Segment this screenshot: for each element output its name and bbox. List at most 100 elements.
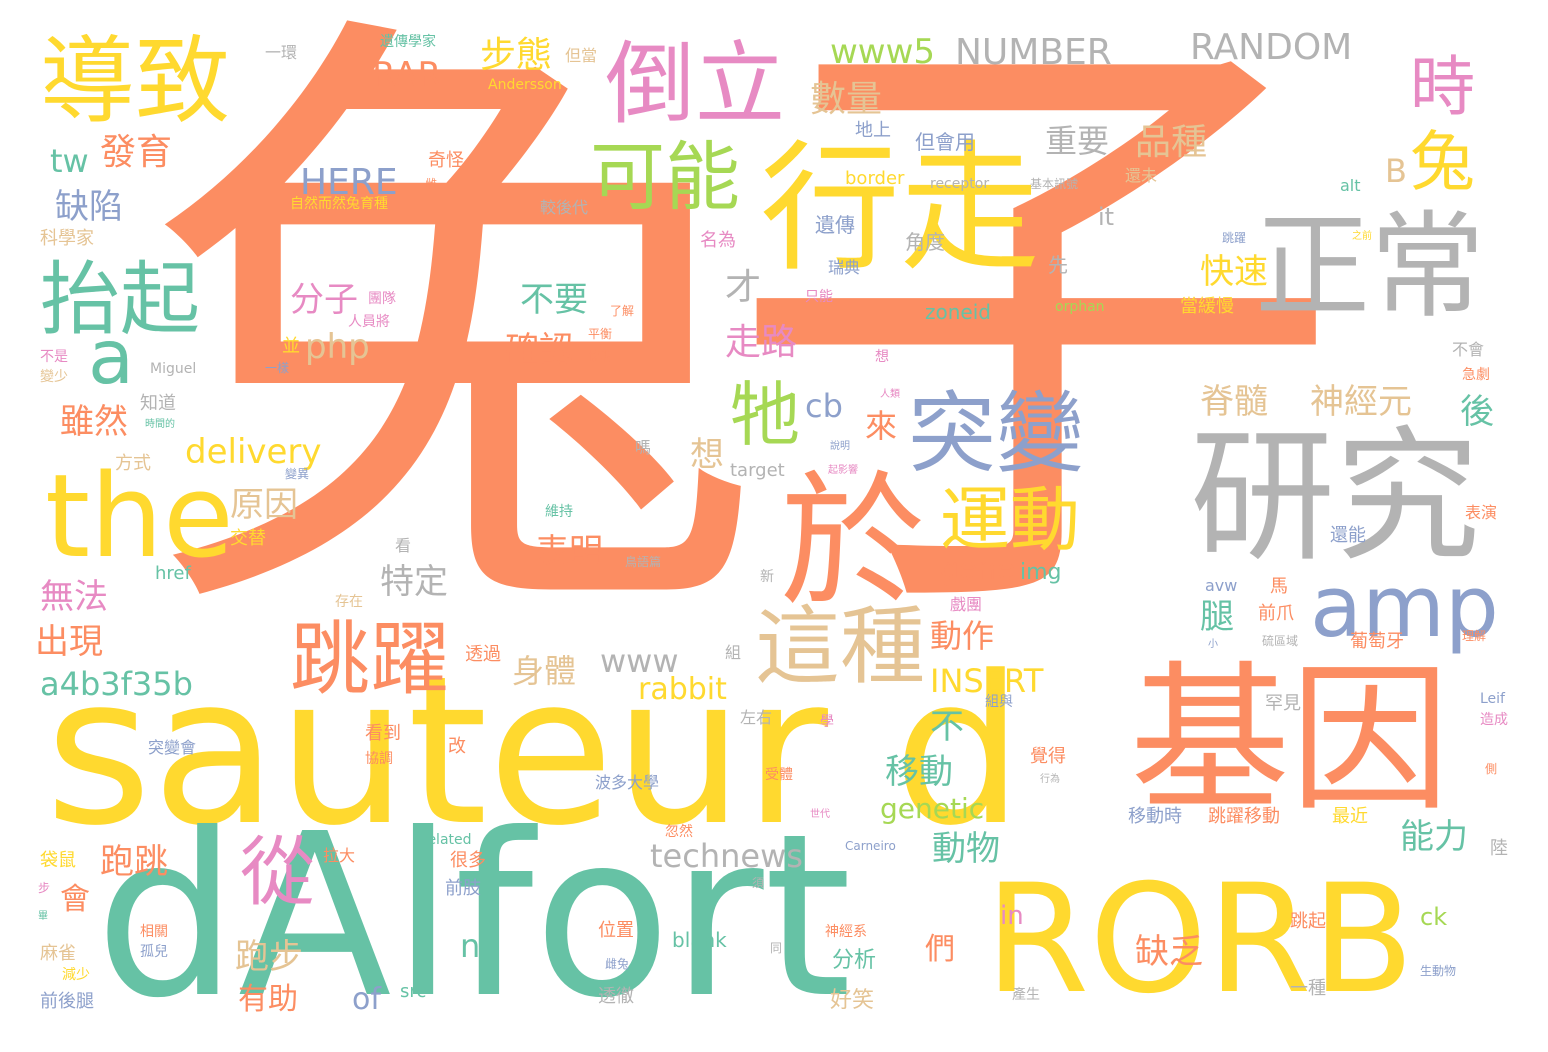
word-amp: amp: [1310, 558, 1499, 657]
word-molecule: 分子: [290, 280, 358, 320]
word-person: 人類: [880, 389, 900, 400]
word-sudden: 急劇: [1462, 367, 1490, 383]
word-important: 重要: [1045, 122, 1110, 160]
word-time: 時: [1410, 50, 1476, 125]
word-portugal: 葡萄牙: [1350, 631, 1404, 652]
word-when-slow: 當緩慢: [1180, 296, 1234, 317]
word-come: 來: [865, 407, 898, 445]
word-rar: RAR: [372, 55, 442, 95]
word-leif: Leif: [1480, 691, 1505, 707]
word-it-en: it: [1098, 203, 1115, 231]
word-in: in: [1000, 901, 1024, 931]
word-a-kind: 一種: [1290, 978, 1326, 999]
word-genetic: genetic: [880, 792, 985, 825]
word-group: 組: [725, 643, 742, 662]
word-rabbit-main: 兔子: [145, 0, 1345, 690]
word-here: HERE: [300, 162, 398, 203]
word-effect-area: 起影響: [828, 465, 858, 476]
word-move-when: 移動時: [1128, 806, 1182, 827]
word-rethink: 想: [875, 349, 889, 365]
word-border: border: [845, 168, 905, 189]
word-generation: 世代: [810, 809, 830, 820]
word-from: 從: [240, 828, 316, 916]
word-will: 會: [60, 882, 90, 917]
word-female-rabbit: 雌兔: [605, 957, 630, 971]
word-bear: 受體: [765, 767, 793, 783]
word-alfort: dAlfort: [95, 786, 852, 1048]
word-body: 身體: [512, 652, 577, 690]
word-jump-small: 跳躍: [1222, 231, 1247, 245]
word-gene: 基因: [1130, 646, 1451, 833]
word-jump: 跳躍: [290, 613, 450, 706]
word-strange: 奇怪: [428, 150, 464, 171]
word-fast: 快速: [1200, 252, 1268, 292]
word-research: 研究: [1190, 413, 1480, 582]
word-creature: 生動物: [1420, 964, 1457, 978]
word-src: src: [400, 981, 427, 1002]
word-sweden: 瑞典: [828, 258, 861, 277]
word-mahjong: 麻雀: [40, 943, 76, 964]
word-php: php: [305, 327, 370, 367]
word-gene-en: gene: [940, 552, 1015, 587]
word-tw: tw: [50, 142, 89, 180]
word-position: 位置: [598, 920, 634, 941]
word-variation: 變異: [285, 467, 310, 481]
word-cause2: 造成: [1480, 712, 1508, 728]
word-miguel: Miguel: [150, 361, 197, 377]
word-say: 說明: [830, 441, 850, 452]
word-only: 才: [725, 267, 762, 308]
word-spinal-cord: 脊髓: [1200, 382, 1268, 422]
word-together: 同: [770, 941, 783, 955]
word-change: 改: [448, 736, 466, 757]
word-the: the: [45, 450, 234, 584]
word-boston: 波多大學: [595, 773, 660, 792]
word-animal: 動物: [932, 829, 1000, 869]
word-related2: 相關: [140, 924, 168, 940]
word-develop: 發育: [100, 132, 173, 173]
word-alt: alt: [1340, 176, 1361, 195]
word-carneiro: Carneiro: [845, 839, 896, 853]
word-zoneid: zoneid: [925, 300, 991, 324]
word-one-ring: 一環: [265, 43, 298, 62]
word-unable: 無法: [40, 577, 108, 617]
word-bag-mouse: 袋鼠: [40, 850, 76, 871]
word-know: 知道: [140, 393, 176, 414]
word-land: 陸: [1490, 838, 1508, 859]
word-mutation: 突變: [908, 382, 1085, 485]
word-and: 並: [282, 336, 300, 357]
word-random: RANDOM: [1190, 27, 1353, 68]
word-of: of: [352, 982, 381, 1017]
word-forelimb: 前肢: [445, 878, 481, 899]
word-possible: 可能: [590, 133, 741, 221]
word-way: 方式: [115, 453, 151, 474]
word-horse: 馬: [1270, 576, 1288, 597]
word-produce: 產生: [1012, 987, 1040, 1003]
word-www: www: [600, 642, 679, 680]
word-walking: 走路: [725, 322, 798, 363]
word-line: 行為: [1040, 774, 1060, 785]
word-delivery: delivery: [185, 432, 322, 472]
word-hare: 雌: [425, 177, 438, 191]
word-small: 小: [1208, 639, 1218, 650]
word-pass-through: 透過: [465, 644, 501, 665]
word-coordinate2: 協調: [365, 751, 393, 767]
word-side: 側: [1485, 762, 1498, 776]
word-but-when: 但當: [565, 46, 598, 65]
word-at: 於: [780, 458, 925, 627]
word-not-yet: 還未: [1125, 166, 1158, 185]
word-analyze: 分析: [832, 948, 877, 973]
word-recent: 最近: [1332, 806, 1368, 827]
word-new: 新: [760, 569, 774, 585]
word-bird: 鳥語篇: [625, 555, 662, 569]
word-personnel: 人員將: [348, 314, 390, 330]
word-www5: www5: [830, 32, 936, 72]
word-must: 須: [752, 876, 765, 890]
word-understand: 了解: [610, 304, 635, 318]
word-cause: 導致: [40, 27, 231, 137]
word-breed: 品種: [1135, 122, 1208, 163]
word-not: 不: [930, 707, 964, 747]
word-ck: ck: [1420, 903, 1448, 931]
word-helpful: 有助: [238, 982, 298, 1017]
word-after: 後: [1460, 392, 1494, 432]
